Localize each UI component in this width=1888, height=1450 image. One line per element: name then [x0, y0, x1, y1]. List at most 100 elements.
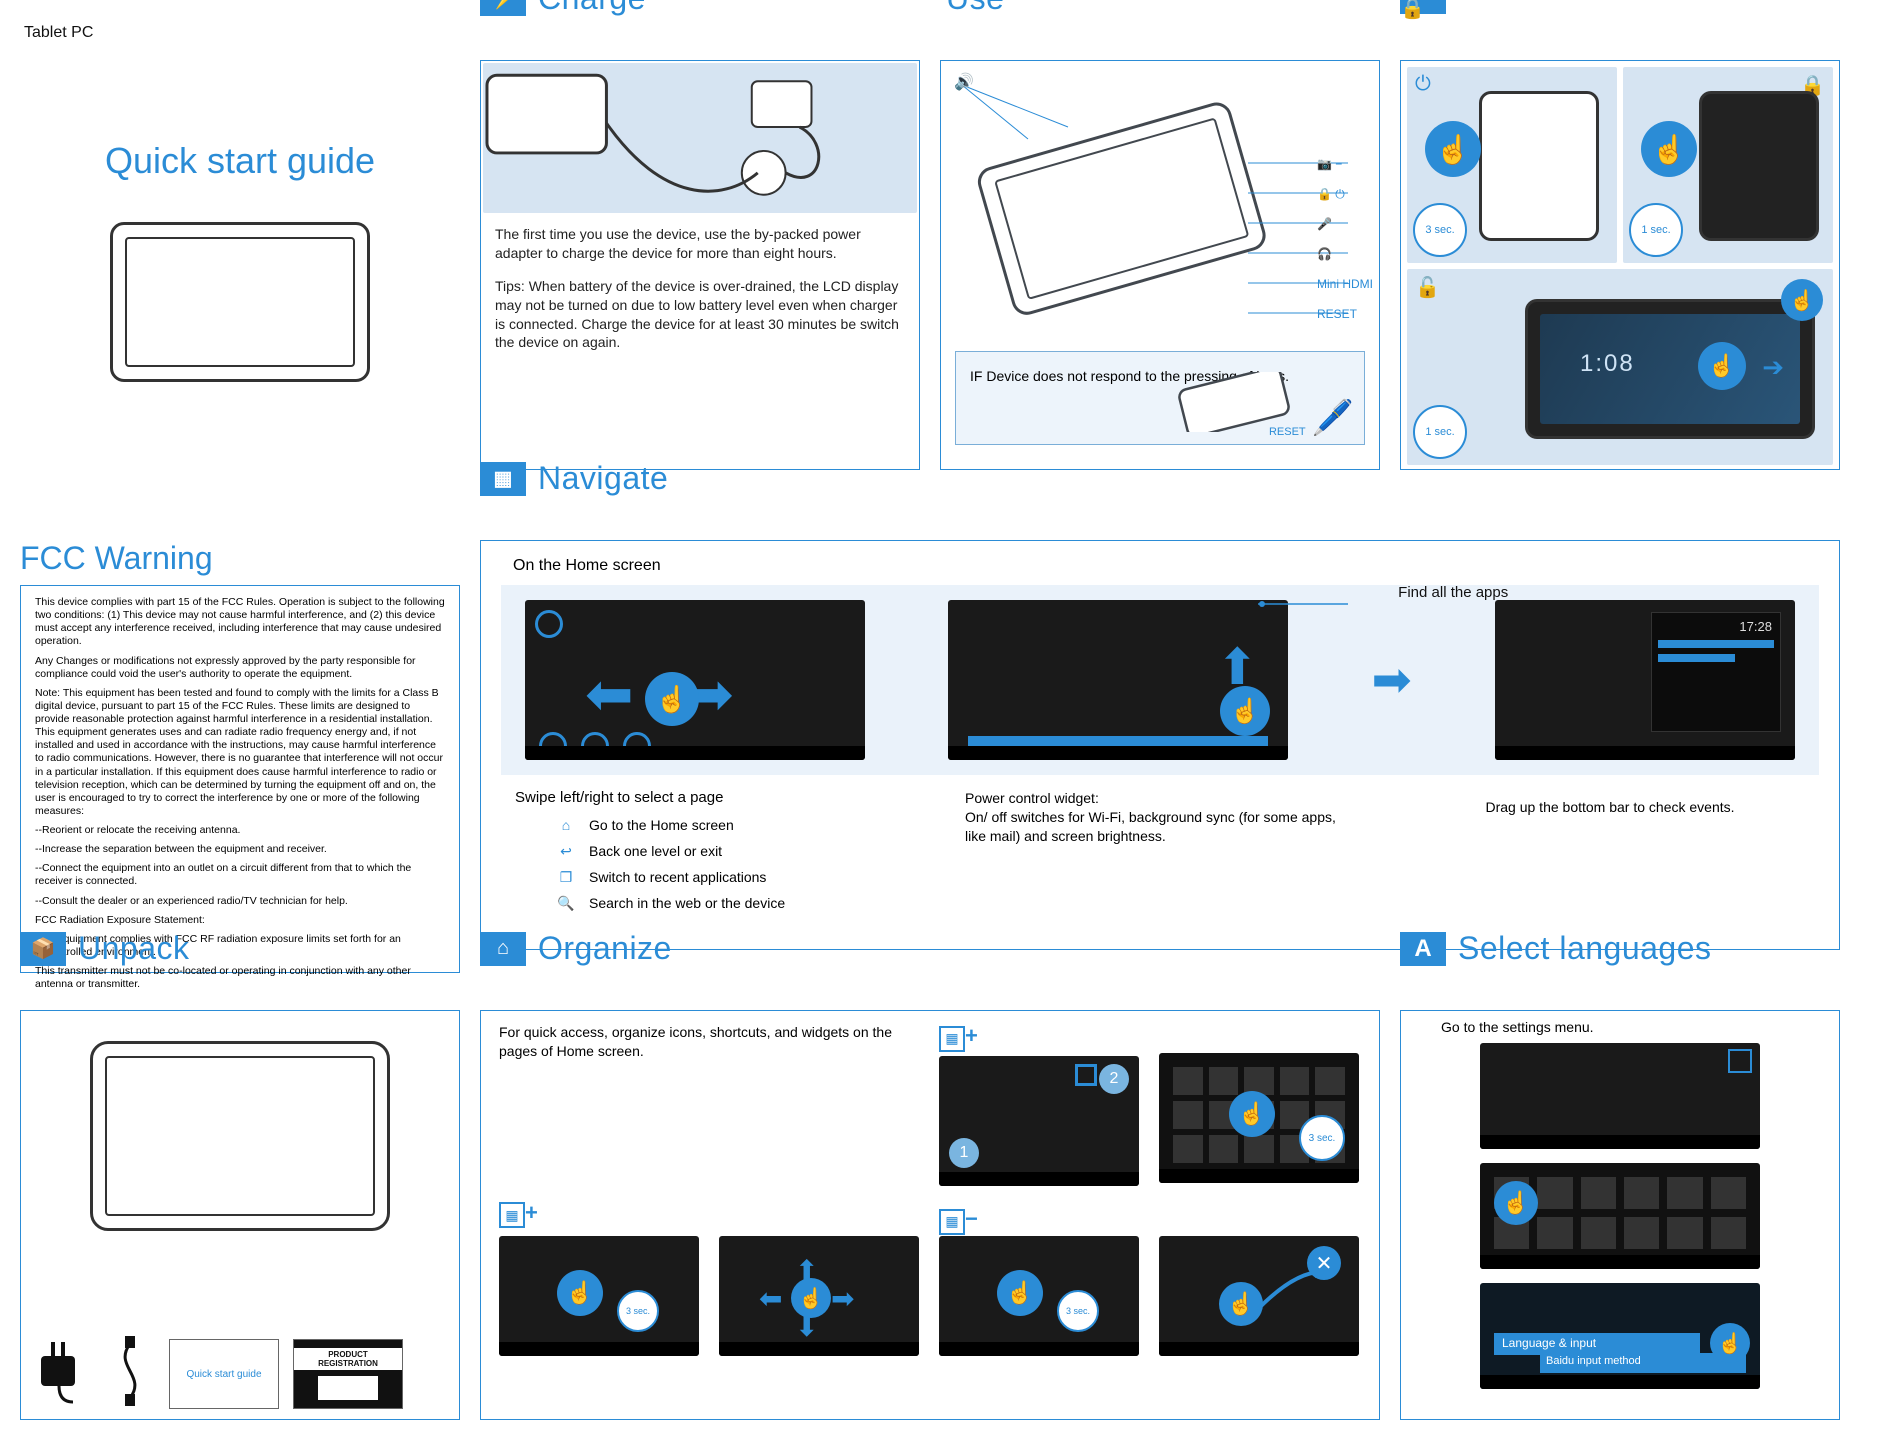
lang-title: Select languages	[1458, 930, 1712, 967]
org-screen-6: ✕ ☝	[1159, 1236, 1359, 1356]
hand-press-icon: ☝	[1425, 121, 1481, 177]
hand-swipe-icon: ☝	[1698, 342, 1746, 390]
navigate-panel: ▦ Navigate On the Home screen ⬅ ➡ ☝	[480, 500, 1840, 950]
hand-press-icon-3: ☝	[1781, 279, 1823, 321]
screen-apps: ⬆ ☝	[948, 600, 1288, 760]
org-screen-3: ☝ 3 sec.	[499, 1236, 699, 1356]
registration-box: PRODUCT REGISTRATION	[293, 1339, 403, 1409]
fcc-p2: Any Changes or modifications not express…	[35, 655, 445, 681]
hand-hold-icon: ☝	[1229, 1091, 1275, 1137]
use-label-headphone: 🎧	[1317, 239, 1373, 269]
timer-1sec: 1 sec.	[1629, 203, 1683, 257]
fcc-title: FCC Warning	[20, 540, 460, 577]
grid-icon: ▦	[939, 1026, 965, 1052]
title-panel: Tablet PC Quick start guide	[20, 20, 460, 480]
cable-icon	[105, 1336, 155, 1409]
nav-i4: Search in the web or the device	[589, 895, 785, 911]
lang-text: Go to the settings menu.	[1401, 1019, 1839, 1035]
qsg-box: Quick start guide	[169, 1339, 279, 1409]
search-icon: 🔍	[555, 894, 577, 912]
screen-events: 17:28	[1495, 600, 1795, 760]
power-on-ill: ⏻ ☝ 3 sec.	[1407, 67, 1617, 263]
unlock-ill: 🔓 1:08 ☝ ➔ ☝ 1 sec.	[1407, 269, 1833, 465]
use-label-mic: 🎤	[1317, 209, 1373, 239]
back-icon: ↩	[555, 842, 577, 860]
home-icon: ⌂	[555, 816, 577, 834]
hand-tap-lang2-icon: ☝	[1710, 1323, 1750, 1363]
org-screen-1: 1 2	[939, 1056, 1139, 1186]
charge-p2: Tips: When battery of the device is over…	[481, 277, 919, 353]
home-strip: ⬅ ➡ ☝ ⬆ ☝	[501, 585, 1819, 775]
org-screen-4: ⬆ ⬅ ➡ ⬇ ☝	[719, 1236, 919, 1356]
unlock-icon: 🔓	[1415, 275, 1440, 300]
charge-illustration	[483, 63, 917, 213]
power-icon: ⏻	[1415, 73, 1431, 96]
grid-icon-3: ▦	[939, 1209, 965, 1235]
page-title: Quick start guide	[20, 140, 460, 182]
fcc-body: This device complies with part 15 of the…	[20, 585, 460, 973]
adapter-icon	[31, 1336, 91, 1409]
organize-text: For quick access, organize icons, shortc…	[499, 1023, 899, 1186]
organize-panel: ⌂ Organize For quick access, organize ic…	[480, 970, 1380, 1430]
use-title: Use	[946, 0, 1004, 17]
fcc-m1: --Reorient or relocate the receiving ant…	[35, 824, 445, 837]
fcc-m4: --Consult the dealer or an experienced r…	[35, 895, 445, 908]
use-label-cam: 📷 −	[1317, 149, 1373, 179]
charge-title: Charge	[538, 0, 646, 17]
unpack-items: Quick start guide PRODUCT REGISTRATION	[31, 1336, 449, 1409]
arrow-right-icon: ➡	[1372, 652, 1412, 708]
nav-i3: Switch to recent applications	[589, 869, 766, 885]
reset-pin-icon: 🖊️	[1312, 398, 1354, 438]
org-screen-5: ☝ 3 sec.	[939, 1236, 1139, 1356]
charge-panel: ⚡ Charge The first time you use the devi…	[480, 20, 920, 480]
powerlock-panel: ⏻/🔒 ⏻ ☝ 3 sec. 🔒 ☝ 1 sec.	[1400, 20, 1840, 480]
lang-screen-3: Language & input Baidu input method ☝	[1480, 1283, 1760, 1389]
hand-press-icon-2: ☝	[1641, 121, 1697, 177]
use-panel: Use 🔊	[940, 20, 1380, 480]
use-label-lock: 🔒 ⏻	[1317, 179, 1373, 209]
recents-icon: ❐	[555, 868, 577, 886]
lang-panel: A Select languages Go to the settings me…	[1400, 970, 1840, 1430]
minus-icon: −	[965, 1206, 978, 1231]
fcc-p3: Note: This equipment has been tested and…	[35, 687, 445, 818]
fcc-p1: This device complies with part 15 of the…	[35, 596, 445, 649]
lang-screen-2: ☝	[1480, 1163, 1760, 1269]
unpack-icon: 📦	[20, 932, 66, 966]
fcc-p4: FCC Radiation Exposure Statement:	[35, 914, 445, 927]
charge-p1: The first time you use the device, use t…	[481, 225, 919, 263]
tablet-illustration	[110, 222, 370, 382]
find-apps-label: Find all the apps	[1398, 584, 1508, 601]
navigate-title: Navigate	[538, 460, 668, 497]
lang-screen-1	[1480, 1043, 1760, 1149]
org-screen-2: ☝ 3 sec.	[1159, 1053, 1359, 1183]
use-label-minihdmi: Mini HDMI	[1317, 269, 1373, 299]
lang-item-1: Language & input	[1494, 1333, 1700, 1355]
swipe-label: Swipe left/right to select a page	[515, 789, 905, 806]
usb-charge-icon: ⚡	[480, 0, 526, 16]
brand-label: Tablet PC	[24, 24, 93, 42]
fcc-panel: FCC Warning This device complies with pa…	[20, 500, 460, 950]
organize-icon: ⌂	[480, 932, 526, 966]
unpack-tablet	[90, 1041, 390, 1231]
hand-tap-lang-icon: ☝	[1494, 1181, 1538, 1225]
hand-swipe-icon-2: ☝	[645, 672, 699, 726]
plus-icon: +	[965, 1023, 978, 1048]
timer-3sec-b: 3 sec.	[1299, 1115, 1345, 1161]
use-label-reset: RESET	[1317, 299, 1373, 329]
fcc-m3: --Connect the equipment into an outlet o…	[35, 862, 445, 888]
lang-icon: A	[1400, 932, 1446, 966]
reset-note: IF Device does not respond to the pressi…	[955, 351, 1365, 445]
unpack-title: Unpack	[78, 930, 190, 967]
navigate-icon: ▦	[480, 462, 526, 496]
power-widget-text: Power control widget: On/ off switches f…	[965, 789, 1355, 846]
unpack-panel: 📦 Unpack Quick start guide PRODUCT REGIS…	[20, 970, 460, 1430]
lock-ill: 🔒 ☝ 1 sec.	[1623, 67, 1833, 263]
screen-swipe: ⬅ ➡ ☝	[525, 600, 865, 760]
use-illustration: 🔊 📷 − 🔒 ⏻ 🎤 🎧 Mini HDMI	[947, 67, 1373, 337]
svg-text:🔊: 🔊	[954, 72, 974, 91]
hand-tap-icon: ☝	[1220, 686, 1270, 736]
drag-text: Drag up the bottom bar to check events.	[1415, 789, 1805, 815]
navigate-subtitle: On the Home screen	[513, 557, 1819, 575]
timer-3sec: 3 sec.	[1413, 203, 1467, 257]
timer-1sec-b: 1 sec.	[1413, 405, 1467, 459]
